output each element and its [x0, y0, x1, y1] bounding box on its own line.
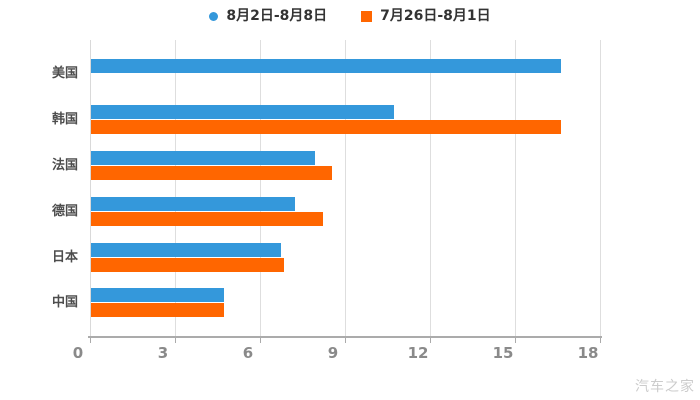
bar-7月26日-8月1日-韩国 [91, 120, 562, 134]
bar-8月2日-8月8日-中国 [91, 288, 225, 302]
x-tick-label: 12 [407, 344, 429, 362]
category-label: 法国 [51, 157, 78, 173]
bar-7月26日-8月1日-中国 [91, 303, 225, 317]
category-label: 日本 [51, 249, 78, 265]
x-axis-line [88, 336, 602, 338]
gridline [600, 40, 601, 337]
legend-square-marker-icon [361, 10, 373, 22]
bar-8月2日-8月8日-韩国 [91, 105, 395, 119]
x-tick-label: 9 [327, 344, 339, 362]
x-tick-mark [260, 338, 261, 343]
legend: 8月2日-8月8日 7月26日-8月1日 [0, 7, 700, 25]
bar-7月26日-8月1日-德国 [91, 212, 324, 226]
category-label: 中国 [51, 294, 78, 310]
gridline [430, 40, 431, 337]
x-tick-mark [345, 338, 346, 343]
x-tick-mark [430, 338, 431, 343]
watermark: 汽车之家 [635, 379, 695, 395]
x-tick-mark [90, 338, 91, 343]
bar-8月2日-8月8日-德国 [91, 197, 295, 211]
bar-8月2日-8月8日-法国 [91, 151, 315, 165]
gridline [175, 40, 176, 337]
legend-item-week-jul26-aug1[interactable]: 7月26日-8月1日 [361, 7, 491, 25]
legend-label: 8月2日-8月8日 [226, 8, 328, 24]
x-tick-mark [515, 338, 516, 343]
category-label: 韩国 [51, 111, 78, 127]
x-tick-label: 0 [72, 344, 84, 362]
x-tick-label: 18 [577, 344, 599, 362]
x-tick-mark [175, 338, 176, 343]
legend-label: 7月26日-8月1日 [380, 8, 491, 24]
bar-7月26日-8月1日-法国 [91, 166, 332, 180]
legend-item-week-aug2-aug8[interactable]: 8月2日-8月8日 [209, 7, 327, 25]
plot-area [90, 40, 601, 337]
x-tick-label: 3 [157, 344, 169, 362]
x-tick-label: 15 [492, 344, 514, 362]
category-label: 德国 [51, 203, 78, 219]
gridline [260, 40, 261, 337]
category-label: 美国 [51, 65, 78, 81]
legend-circle-marker-icon [209, 11, 219, 21]
bar-7月26日-8月1日-日本 [91, 258, 284, 272]
bar-8月2日-8月8日-美国 [91, 59, 562, 73]
bar-8月2日-8月8日-日本 [91, 243, 281, 257]
x-tick-mark [600, 338, 601, 343]
gridline [345, 40, 346, 337]
x-tick-label: 6 [242, 344, 254, 362]
gridline [515, 40, 516, 337]
